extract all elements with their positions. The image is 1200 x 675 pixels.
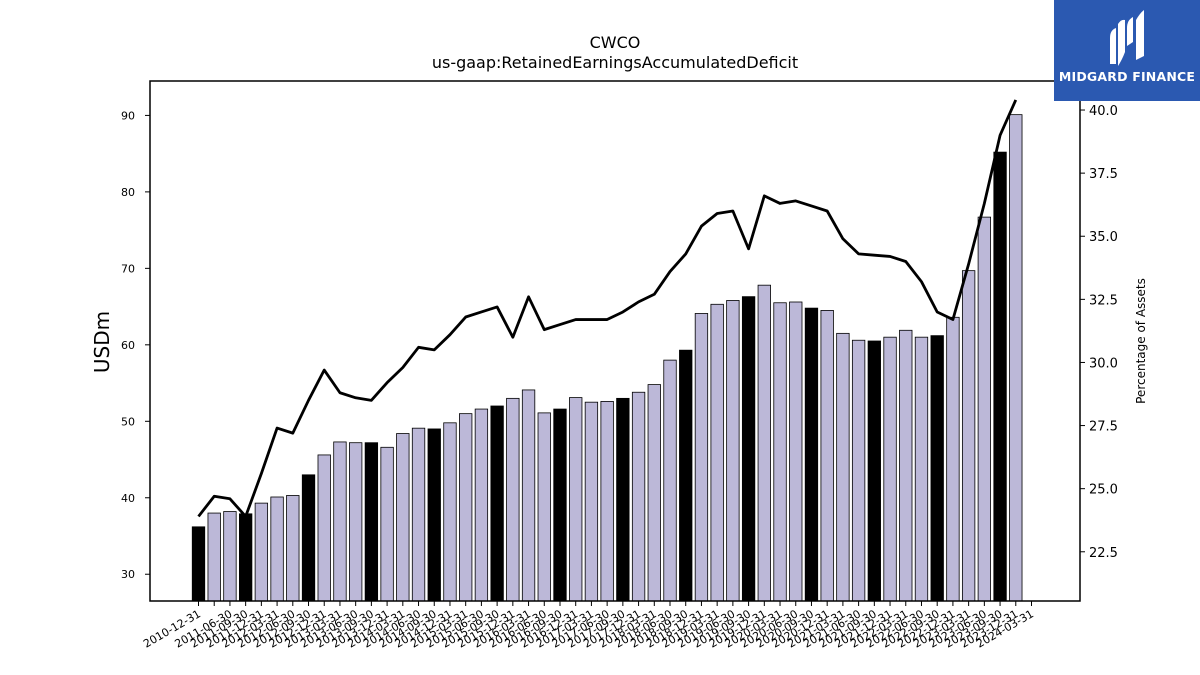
- bar-2017-09-30: [616, 397, 630, 602]
- bar-2022-06-30: [914, 336, 929, 602]
- bar-2021-03-31: [836, 332, 850, 602]
- bar-2013-06-30: [349, 442, 363, 602]
- bar-2015-12-31: [506, 397, 520, 602]
- y-tick-label-60: 60: [121, 339, 135, 352]
- bar-2020-12-31: [820, 310, 834, 602]
- bar-2021-12-31: [883, 336, 897, 602]
- chart-title: CWCO: [590, 33, 641, 52]
- bar-2022-03-31: [899, 329, 913, 602]
- y2-tick-label-27.5: 27.5: [1089, 420, 1118, 435]
- y2-tick-label-25.0: 25.0: [1089, 483, 1118, 498]
- bar-2022-12-31: [946, 316, 960, 602]
- y2-tick-label-40.0: 40.0: [1089, 104, 1118, 119]
- bar-2017-12-31: [631, 391, 646, 602]
- bar-2012-09-30: [301, 474, 316, 602]
- percentage-of-assets-line: [197, 99, 1018, 518]
- bar-2012-03-31: [270, 496, 284, 602]
- bar-2016-09-30: [553, 408, 567, 602]
- bar-2015-03-31: [459, 413, 473, 602]
- bar-2017-06-30: [600, 401, 614, 602]
- plot-frame: [149, 80, 1081, 602]
- bar-2011-06-30: [223, 511, 237, 602]
- bar-2018-09-30: [679, 349, 693, 602]
- y-tick-label-30: 30: [121, 568, 135, 581]
- bar-2019-06-30: [726, 300, 740, 602]
- bar-2016-12-31: [569, 397, 583, 602]
- y2-axis-label: Percentage of Assets: [1134, 278, 1148, 404]
- bar-2023-03-31: [961, 270, 976, 602]
- bar-2014-12-31: [443, 422, 457, 602]
- bar-2023-12-31: [1009, 114, 1023, 602]
- midgard-logo-icon: [1110, 10, 1144, 66]
- bar-2017-03-31: [584, 401, 599, 602]
- y-tick-label-90: 90: [121, 109, 135, 122]
- bar-2013-12-31: [380, 446, 394, 602]
- bar-2010-12-31: [191, 526, 206, 602]
- bar-2021-06-30: [851, 339, 866, 602]
- y2-tick-label-37.5: 37.5: [1089, 167, 1118, 182]
- bar-2021-09-30: [867, 340, 881, 602]
- bar-2014-09-30: [427, 428, 441, 602]
- y2-tick-label-35.0: 35.0: [1089, 230, 1118, 245]
- left-axis: 30 40 50 60 70 80 90: [121, 109, 150, 581]
- bar-2014-06-30: [411, 427, 426, 602]
- bar-2019-09-30: [741, 296, 756, 602]
- bar-2023-06-30: [977, 216, 991, 602]
- y2-tick-label-30.0: 30.0: [1089, 356, 1118, 371]
- bar-2018-12-31: [694, 313, 709, 602]
- bar-2011-12-31: [254, 502, 269, 602]
- bar-2011-09-30: [238, 513, 253, 602]
- bar-2018-06-30: [663, 359, 677, 602]
- y2-tick-label-32.5: 32.5: [1089, 293, 1118, 308]
- brand-name: MIDGARD FINANCE: [1058, 69, 1196, 84]
- bar-2011-03-31: [207, 512, 221, 602]
- bar-2019-03-31: [710, 303, 724, 602]
- bar-2016-03-31: [521, 389, 536, 602]
- bar-2020-03-31: [773, 302, 787, 602]
- bar-2023-09-30: [993, 151, 1007, 602]
- bar-2013-03-31: [333, 441, 347, 602]
- bar-2012-12-31: [317, 454, 331, 602]
- y-tick-label-70: 70: [121, 262, 135, 275]
- y-tick-label-40: 40: [121, 492, 135, 505]
- chart-subtitle: us-gaap:RetainedEarningsAccumulatedDefic…: [432, 53, 798, 72]
- bar-2020-06-30: [789, 301, 803, 602]
- y-tick-label-80: 80: [121, 186, 135, 199]
- bar-2018-03-31: [647, 384, 661, 602]
- y-axis-label: USDm: [90, 311, 114, 373]
- bar-2015-06-30: [474, 408, 489, 602]
- bar-2022-09-30: [930, 335, 944, 602]
- bar-2013-09-30: [364, 442, 379, 602]
- bar-2020-09-30: [804, 307, 819, 602]
- y2-tick-label-22.5: 22.5: [1089, 546, 1118, 561]
- bar-2019-12-31: [757, 284, 771, 602]
- bar-2015-09-30: [490, 405, 504, 602]
- bars-group: [191, 114, 1023, 602]
- brand-logo: MIDGARD FINANCE: [1054, 0, 1200, 101]
- right-axis: 22.5 25.0 27.5 30.0 32.5 35.0 37.5 40.0: [1080, 104, 1118, 561]
- y-tick-label-50: 50: [121, 415, 135, 428]
- bar-2016-06-30: [537, 412, 551, 602]
- bar-2012-06-30: [286, 495, 300, 602]
- bar-2014-03-31: [396, 433, 410, 602]
- x-axis: 2010-12-312011-06-302011-09-302011-12-31…: [141, 601, 1036, 651]
